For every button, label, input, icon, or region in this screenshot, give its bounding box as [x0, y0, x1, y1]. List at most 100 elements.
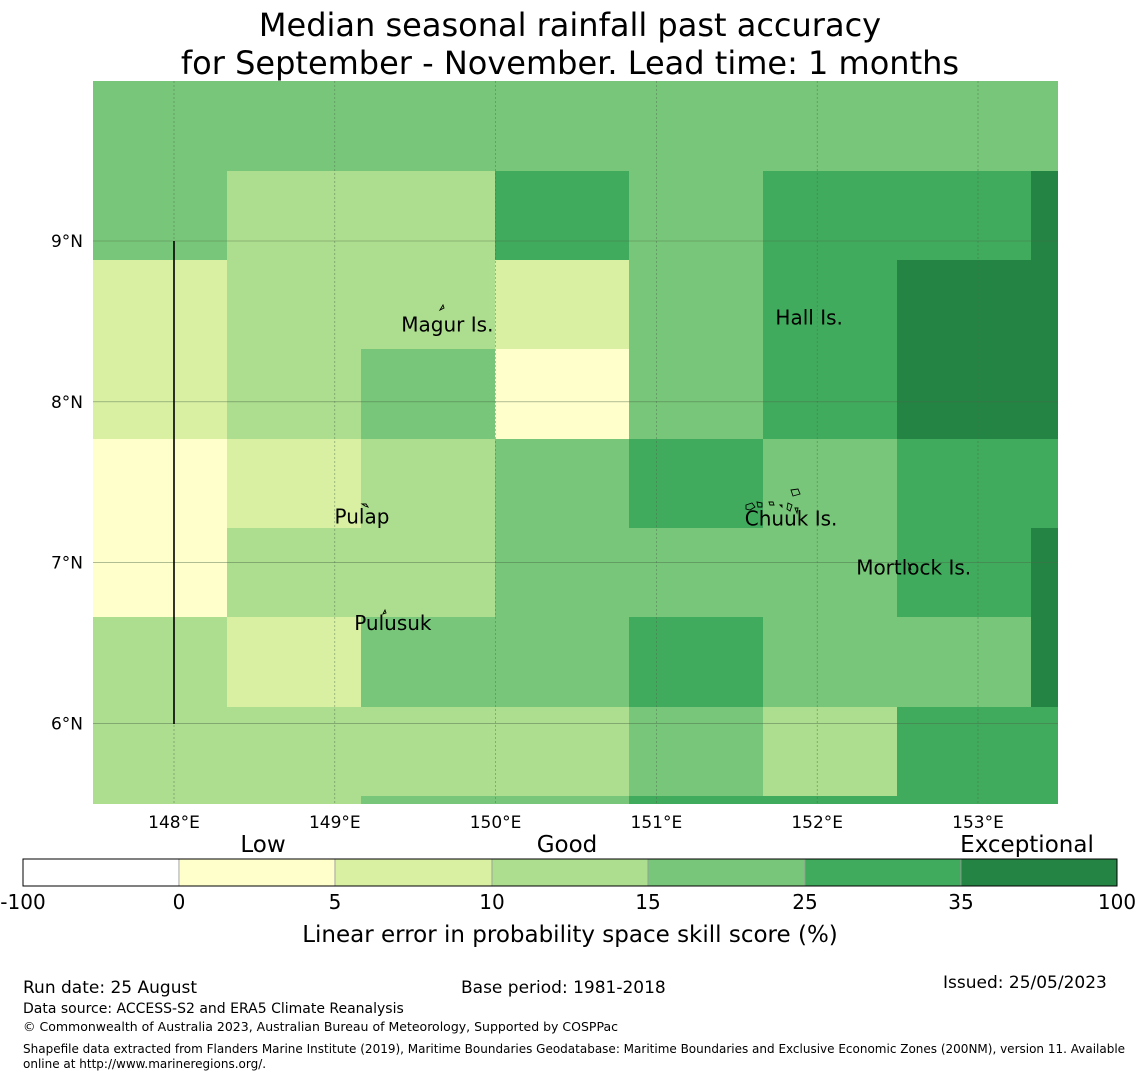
heatmap-cell — [495, 171, 629, 260]
heatmap-cell — [361, 617, 629, 707]
x-tick-label: 153°E — [952, 813, 1004, 833]
colorbar — [22, 858, 1118, 887]
run-date: Run date: 25 August — [23, 978, 197, 998]
heatmap-cell — [629, 439, 763, 528]
island-outline — [438, 303, 445, 312]
colorbar-category-label: Exceptional — [960, 832, 1094, 858]
heatmap-cell — [93, 439, 227, 528]
x-tick-label: 150°E — [470, 813, 522, 833]
data-source: Data source: ACCESS-S2 and ERA5 Climate … — [23, 1001, 404, 1017]
shapefile-credit-line-2: online at http://www.marineregions.org/. — [23, 1057, 267, 1071]
colorbar-swatch — [491, 858, 649, 887]
island-outline — [907, 562, 912, 571]
colorbar-tick-label: 35 — [948, 890, 973, 914]
island-outline — [382, 608, 387, 615]
heatmap-cell — [629, 349, 763, 439]
heatmap-cell — [897, 707, 1058, 796]
y-tick-label: 8°N — [51, 393, 83, 413]
heatmap-cell — [897, 439, 1058, 528]
copyright: © Commonwealth of Australia 2023, Austra… — [23, 1019, 618, 1034]
x-tick-label: 152°E — [791, 813, 843, 833]
heatmap-cell — [763, 439, 897, 528]
colorbar-tick-label: 0 — [173, 890, 186, 914]
x-tick-label: 148°E — [148, 813, 200, 833]
heatmap-cell — [93, 260, 227, 349]
x-tick-label: 149°E — [309, 813, 361, 833]
colorbar-category-label: Good — [537, 832, 598, 858]
issued-date: Issued: 25/05/2023 — [943, 973, 1107, 993]
y-tick-label: 6°N — [51, 714, 83, 734]
heatmap-cell — [93, 796, 361, 804]
heatmap-cell — [763, 349, 897, 439]
chart-title: Median seasonal rainfall past accuracy f… — [0, 6, 1140, 82]
island-outline — [756, 501, 763, 508]
place-labels: Magur Is. Hall Is. Pulap Chuuk Is. Mortlock … — [335, 305, 972, 634]
heatmap-cell — [93, 528, 227, 617]
heatmap-cell — [897, 260, 1058, 349]
heatmap-cell — [93, 349, 227, 439]
base-period: Base period: 1981-2018 — [461, 978, 666, 998]
y-tick-label: 9°N — [51, 232, 83, 252]
heatmap-cells — [93, 81, 1058, 804]
heatmap-cell — [763, 707, 897, 796]
heatmap-cell — [495, 439, 629, 528]
heatmap-cell — [1031, 617, 1058, 707]
heatmap-cell — [763, 617, 1031, 707]
colorbar-tick-label: 25 — [792, 890, 817, 914]
colorbar-swatch — [804, 858, 962, 887]
heatmap-cell — [629, 260, 763, 349]
heatmap-cell — [361, 349, 495, 439]
colorbar-tick-label: 5 — [329, 890, 342, 914]
island-outline — [794, 507, 799, 515]
heatmap-cell — [361, 439, 495, 528]
colorbar-swatch — [334, 858, 493, 887]
colorbar-swatch — [960, 858, 1118, 887]
island-outline — [360, 503, 370, 508]
title-line-2: for September - November. Lead time: 1 m… — [180, 44, 960, 82]
island-outline — [745, 502, 756, 511]
place-label: Pulusuk — [354, 611, 432, 635]
heatmap-cell — [227, 617, 361, 707]
heatmap-cell — [763, 171, 1031, 260]
heatmap-cell — [629, 796, 1058, 804]
heatmap-cell — [495, 349, 629, 439]
colorbar-tick-label: 15 — [635, 890, 660, 914]
shapefile-credit-line-1: Shapefile data extracted from Flanders M… — [23, 1042, 1126, 1056]
place-label: Chuuk Is. — [745, 506, 838, 530]
island-outline — [786, 502, 793, 512]
title-line-1: Median seasonal rainfall past accuracy — [258, 6, 882, 44]
colorbar-swatch — [178, 858, 336, 887]
graticule — [93, 81, 1058, 804]
heatmap-cell — [897, 349, 1058, 439]
place-label: Hall Is. — [775, 305, 842, 329]
place-label: Magur Is. — [401, 312, 493, 336]
heatmap-cell — [361, 796, 629, 804]
colorbar-swatch — [22, 858, 180, 887]
heatmap-cell — [629, 171, 763, 260]
heatmap-cell — [93, 171, 227, 260]
x-tick-label: 151°E — [631, 813, 683, 833]
island-outline — [778, 504, 783, 509]
heatmap-cell — [495, 260, 629, 349]
colorbar-label: Linear error in probability space skill … — [302, 922, 838, 948]
island-outlines — [360, 303, 912, 615]
heatmap-cell — [93, 617, 227, 707]
colorbar-tick-label: 10 — [479, 890, 504, 914]
colorbar-swatch — [647, 858, 806, 887]
heatmap-cell — [93, 707, 629, 796]
heatmap-cell — [629, 617, 763, 707]
colorbar-tick-label: -100 — [0, 890, 45, 914]
heatmap-cell — [227, 439, 361, 528]
heatmap-cell — [629, 707, 763, 796]
heatmap-cell — [227, 171, 495, 260]
colorbar-frame — [22, 858, 1118, 887]
y-tick-label: 7°N — [51, 554, 83, 574]
place-label: Mortlock Is. — [856, 555, 971, 579]
heatmap-cell — [93, 81, 1058, 171]
heatmap-cell — [227, 260, 495, 349]
heatmap-cell — [495, 528, 897, 617]
island-outline — [768, 501, 775, 506]
heatmap-cell — [1031, 528, 1058, 617]
x-axis-ticks: 148°E 149°E 150°E 151°E 152°E 153°E — [148, 813, 1004, 833]
